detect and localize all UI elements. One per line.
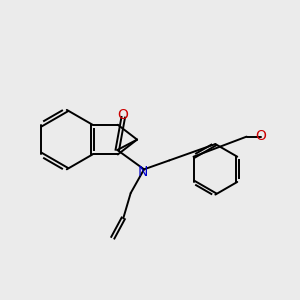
- Text: O: O: [117, 108, 128, 122]
- Text: N: N: [137, 165, 148, 179]
- Text: O: O: [256, 129, 266, 143]
